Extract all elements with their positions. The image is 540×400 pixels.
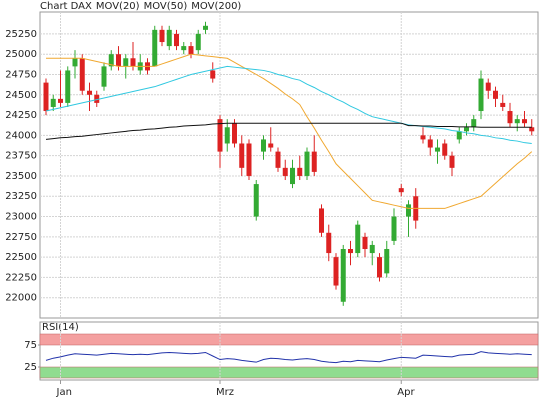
candle-body — [493, 90, 498, 99]
y-tick-label: 23000 — [5, 212, 37, 223]
candle-body — [348, 249, 353, 254]
candle-body — [94, 94, 100, 103]
candle-body — [58, 98, 63, 103]
candle-body — [203, 25, 208, 30]
y-tick-label: 23750 — [5, 151, 37, 162]
y-tick-label: 22250 — [5, 272, 37, 283]
candle-body — [239, 143, 245, 168]
candle-body — [449, 155, 455, 168]
candle-body — [43, 82, 49, 112]
candle-body — [362, 236, 368, 250]
candle-body — [246, 143, 252, 176]
candle-body — [72, 58, 78, 67]
candle-body — [319, 208, 324, 233]
candle-body — [326, 232, 332, 254]
candle-body — [398, 188, 404, 193]
candle-body — [217, 119, 223, 152]
legend-entry: Chart DAX — [40, 1, 92, 12]
candle-body — [478, 78, 484, 112]
candle-body — [311, 151, 317, 172]
rsi-zone — [39, 366, 539, 379]
candle-body — [384, 249, 390, 274]
candle-body — [261, 139, 266, 152]
y-tick-label: 22500 — [5, 252, 37, 263]
candle-body — [282, 167, 288, 176]
candle-body — [79, 58, 85, 91]
candle-body — [514, 119, 520, 124]
candle-body — [340, 249, 346, 302]
candle-body — [304, 151, 310, 176]
candle-body — [290, 167, 295, 185]
candle-body — [181, 46, 187, 51]
y-tick-label: 24000 — [5, 130, 37, 141]
candle-body — [333, 257, 339, 286]
candle-body — [420, 135, 426, 140]
candle-body — [116, 54, 121, 67]
y-tick-label: 23500 — [5, 171, 37, 182]
candle-body — [108, 54, 114, 67]
x-tick-label: Apr — [397, 387, 415, 398]
candle-body — [101, 66, 107, 87]
moving-average-line — [45, 122, 532, 140]
main-plot-area — [39, 11, 539, 319]
rsi-zone — [39, 333, 539, 346]
candle-body — [275, 151, 281, 168]
candle-body — [464, 127, 469, 132]
candle-body — [210, 70, 216, 79]
candle-body — [152, 29, 158, 67]
candle-body — [500, 102, 506, 107]
candle-body — [268, 143, 274, 148]
candle-body — [159, 29, 165, 43]
legend-entry: MOV(200) — [191, 1, 241, 12]
candle-body — [65, 70, 71, 103]
legend-entry: MOV(50) — [144, 1, 188, 12]
y-tick-label: 22750 — [5, 232, 37, 243]
candle-body — [377, 257, 382, 278]
y-tick-label: 24250 — [5, 110, 37, 121]
candle-body — [87, 90, 92, 95]
y-tick-label: 75 — [24, 340, 37, 351]
candle-body — [130, 58, 136, 67]
candle-body — [253, 184, 259, 217]
candle-body — [406, 204, 411, 217]
candle-body — [442, 143, 448, 156]
x-tick-label: Jan — [56, 387, 72, 398]
y-tick-label: 25000 — [5, 49, 37, 60]
legend-entry: MOV(20) — [96, 1, 140, 12]
candle-body — [522, 119, 527, 124]
candle-body — [471, 119, 477, 128]
y-tick-label: 25250 — [5, 29, 37, 40]
y-tick-label: 23250 — [5, 191, 37, 202]
y-tick-label: 22000 — [5, 293, 37, 304]
candle-body — [456, 131, 462, 140]
y-tick-label: 24500 — [5, 90, 37, 101]
moving-average-line — [46, 53, 533, 209]
candle-body — [485, 82, 491, 91]
candle-body — [50, 98, 56, 107]
candle-body — [232, 123, 237, 144]
candle-body — [224, 127, 230, 144]
candle-body — [188, 46, 194, 55]
rsi-line — [45, 351, 532, 364]
y-tick-label: 25 — [24, 362, 37, 373]
candle-body — [195, 33, 201, 51]
candle-body — [391, 216, 397, 241]
candle-body — [529, 127, 535, 132]
moving-average-line — [45, 65, 532, 144]
candle-body — [507, 111, 513, 124]
candle-body — [369, 244, 375, 254]
candle-body — [427, 139, 433, 148]
x-tick-label: Mrz — [216, 387, 234, 398]
panel-title: RSI(14) — [42, 322, 79, 333]
candle-body — [297, 167, 303, 176]
candle-body — [123, 58, 129, 67]
candle-body — [174, 33, 179, 47]
candle-body — [435, 147, 440, 152]
y-tick-label: 24750 — [5, 69, 37, 80]
candle-body — [355, 224, 361, 254]
candle-body — [166, 29, 172, 47]
